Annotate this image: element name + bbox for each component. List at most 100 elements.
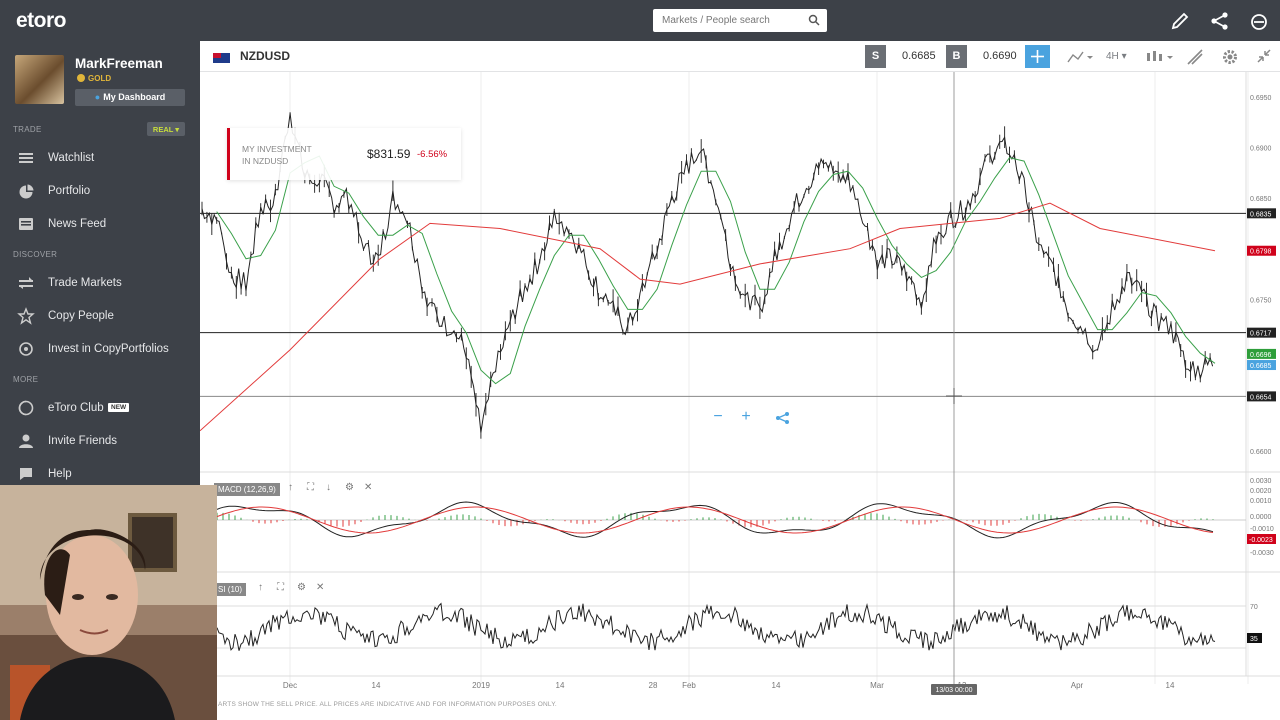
collapse-icon[interactable] [1256,48,1272,64]
sidebar-item-trade-markets[interactable]: Trade Markets [0,268,200,296]
macd-settings-icon[interactable]: ⚙ [345,482,354,493]
nz-flag-icon [213,53,230,63]
rsi-close-icon[interactable]: ✕ [316,582,325,593]
price-tag [1247,245,1276,256]
long-moving-average-line [199,202,1216,432]
copyportfolio-icon [19,342,33,356]
sidebar-item-copyportfolios[interactable]: Invest in CopyPortfolios [0,334,200,362]
account-mode-toggle[interactable]: REAL ▾ [147,122,185,136]
sidebar-item-label: Invest in CopyPortfolios [48,343,169,355]
sidebar-item-invite-friends[interactable]: Invite Friends [0,426,200,454]
x-axis-tick: 14 [772,681,781,690]
disclaimer-text: ARTS SHOW THE SELL PRICE. ALL PRICES ARE… [218,701,557,708]
x-axis-tick: 14 [556,681,565,690]
macd-axis-tick: -0.0010 [1250,526,1274,533]
crosshair-button[interactable] [1025,45,1050,68]
maximize-icon[interactable]: ⛶ [277,582,284,593]
move-up-icon[interactable]: ↑ [258,582,263,593]
price-axis-tick: 0.6600 [1250,449,1272,456]
rsi-tag-label: 35 [1250,636,1258,643]
sidebar-item-watchlist[interactable]: Watchlist [0,143,200,171]
sidebar-item-news-feed[interactable]: News Feed [0,209,200,237]
sidebar-item-label: Invite Friends [48,435,118,447]
zoom-in-button[interactable]: + [741,408,751,425]
price-tag-label: 0.6696 [1250,352,1272,359]
x-axis-tick: Apr [1071,681,1084,690]
macd-axis-tick: 0.0020 [1250,488,1272,495]
price-chart[interactable]: 0.6950 0.6900 0.6850 0.6750 0.6600 0.6835 0.67… [199,72,1280,720]
crosshair-time-tag [931,684,977,695]
macd-axis-tick: -0.0030 [1250,550,1274,557]
buy-price[interactable]: 0.6690 [983,50,1017,62]
search-input[interactable]: Markets / People search [653,9,827,32]
move-down-icon[interactable]: ↓ [326,482,331,493]
macd-axis-tick: 0.0030 [1250,478,1272,485]
macd-axis-tick: 0.0000 [1250,514,1272,521]
price-tag [1247,327,1276,338]
dashboard-label: My Dashboard [103,92,166,102]
rsi-line [216,602,1216,651]
rsi-axis-tick: 70 [1250,604,1258,611]
pie-chart-icon [19,184,34,199]
investment-label-line1: MY INVESTMENT [242,144,312,154]
webcam-overlay [0,485,217,720]
search-placeholder: Markets / People search [662,15,770,26]
x-axis-tick: Dec [283,681,297,690]
sidebar-item-label: Watchlist [48,152,95,164]
macd-label[interactable]: MACD (12,26,9) [214,483,280,496]
x-axis-tick: 14 [1166,681,1175,690]
buy-button[interactable]: B [946,45,967,68]
zoom-out-button[interactable]: − [713,408,723,425]
section-trade: TRADE [13,125,42,134]
sidebar-item-help[interactable]: Help [0,459,200,487]
crosshair-time-label: 13/03 00:00 [936,687,973,694]
avatar[interactable] [15,55,64,104]
price-series-line [201,113,1214,433]
macd-line [216,501,1214,539]
crosshair-icon [1031,50,1044,63]
star-icon [17,307,35,325]
help-icon [20,468,32,480]
investment-value: $831.59 [367,147,411,161]
rsi-settings-icon[interactable]: ⚙ [297,582,306,593]
gear-icon[interactable] [1221,48,1239,66]
section-more: MORE [13,375,39,384]
chart-type-icon[interactable] [1066,49,1094,65]
share-chart-icon[interactable] [775,411,795,431]
instrument-symbol[interactable]: NZDUSD [240,49,290,63]
sidebar-item-label: Trade Markets [48,277,122,289]
chart-area[interactable]: 0.6950 0.6900 0.6850 0.6750 0.6600 0.6835 0.67… [199,72,1280,720]
share-icon[interactable] [1209,10,1231,32]
price-tag-label: 0.6717 [1250,331,1272,338]
sidebar-item-portfolio[interactable]: Portfolio [0,176,200,204]
sell-price[interactable]: 0.6685 [902,50,936,62]
sidebar-item-copy-people[interactable]: Copy People [0,301,200,329]
trade-markets-icon [19,277,33,289]
news-icon [19,218,33,230]
rsi-label[interactable]: SI (10) [214,583,247,596]
macd-close-icon[interactable]: ✕ [364,482,373,493]
sell-button[interactable]: S [865,45,886,68]
gold-badge: GOLD [77,74,111,83]
sidebar-item-etoro-club[interactable]: eToro Club NEW [0,393,200,421]
edit-icon[interactable] [1169,10,1191,32]
etoro-icon[interactable] [1248,10,1270,32]
x-axis-tick: 28 [649,681,658,690]
x-axis-tick: 14 [372,681,381,690]
price-tag [1247,360,1276,371]
etoro-logo[interactable]: etoro [16,9,67,32]
timeframe-select[interactable]: 4H ▾ [1106,51,1127,62]
draw-tools-icon[interactable] [1186,48,1204,66]
move-up-icon[interactable]: ↑ [288,482,293,493]
price-tag [1247,208,1276,219]
macd-signal-line [216,506,1214,534]
macd-tag [1247,534,1276,544]
maximize-icon[interactable]: ⛶ [307,482,314,493]
candles-icon[interactable] [1144,49,1174,65]
my-dashboard-button[interactable]: ● My Dashboard [75,89,185,106]
price-axis-tick: 0.6900 [1250,146,1272,153]
timeframe-label: 4H [1106,51,1119,62]
search-icon[interactable] [808,14,820,26]
chart-header: NZDUSD S 0.6685 B 0.6690 4H ▾ [200,41,1280,72]
username[interactable]: MarkFreeman [75,56,163,71]
